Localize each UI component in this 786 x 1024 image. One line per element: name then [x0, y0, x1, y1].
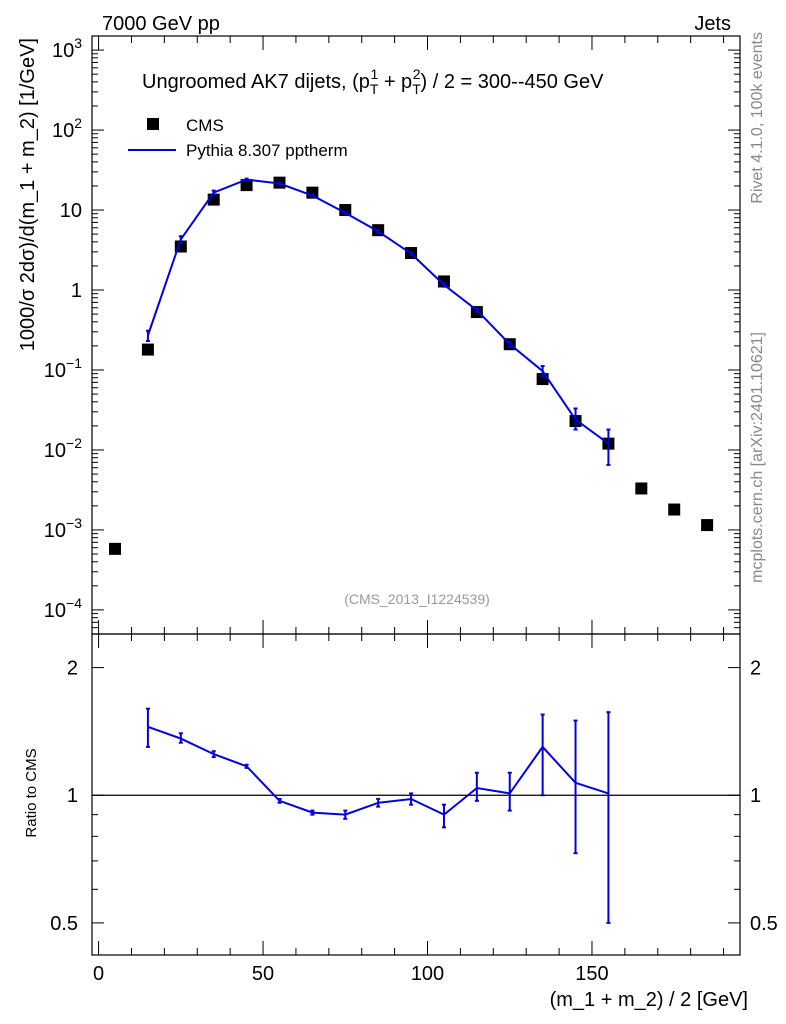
ratio-y-tick-label-right: 2 [750, 658, 761, 680]
main-y-tick-label: 10−2 [44, 435, 82, 462]
main-y-tick-label: 1 [71, 280, 82, 302]
x-tick-label: 150 [575, 963, 608, 985]
x-tick-label: 0 [93, 963, 104, 985]
rivet-info: Rivet 4.1.0, 100k events [749, 32, 766, 204]
ratio-y-label: Ratio to CMS [23, 748, 40, 837]
cms-data-point [668, 503, 681, 516]
cms-data-point [306, 186, 319, 199]
legend-pythia-label: Pythia 8.307 pptherm [186, 141, 348, 160]
main-y-tick-label: 103 [52, 35, 82, 62]
main-y-tick-label: 10−4 [44, 595, 82, 622]
cms-data-point [635, 482, 648, 495]
cms-data-point [701, 519, 714, 532]
cms-data-point [339, 204, 352, 217]
header-energy: 7000 GeV pp [102, 13, 220, 35]
analysis-id: (CMS_2013_I1224539) [344, 591, 490, 607]
ratio-y-tick-label-right: 0.5 [750, 913, 778, 935]
x-tick-label: 50 [252, 963, 274, 985]
ratio-y-tick-label: 2 [67, 658, 78, 680]
legend-cms-marker [147, 118, 159, 130]
cms-data-point [437, 275, 450, 288]
ratio-plot-frame [91, 633, 741, 956]
header-category: Jets [694, 13, 731, 35]
pythia-line [146, 178, 609, 445]
cms-data-point [141, 343, 154, 356]
cms-data-point [109, 542, 122, 555]
main-title: Ungroomed AK7 dijets, (pT1 + pT2) / 2 = … [142, 66, 604, 97]
ratio-y-tick-label-right: 1 [750, 785, 761, 807]
legend-cms-label: CMS [186, 116, 224, 135]
ratio-y-tick-label: 0.5 [50, 913, 78, 935]
x-axis-label: (m_1 + m_2) / 2 [GeV] [550, 989, 748, 1011]
x-tick-label: 100 [411, 963, 444, 985]
main-y-tick-label: 10−3 [44, 515, 82, 542]
main-y-tick-label: 10−1 [44, 355, 82, 382]
main-y-tick-label: 102 [52, 115, 82, 142]
main-y-tick-label: 10 [60, 200, 82, 222]
source-info: mcplots.cern.ch [arXiv:2401.10621] [749, 332, 766, 583]
main-y-label: 1000/σ 2dσ)/d(m_1 + m_2) [1/GeV] [17, 38, 39, 351]
cms-data-point [240, 179, 253, 192]
ratio-y-tick-label: 1 [67, 785, 78, 807]
